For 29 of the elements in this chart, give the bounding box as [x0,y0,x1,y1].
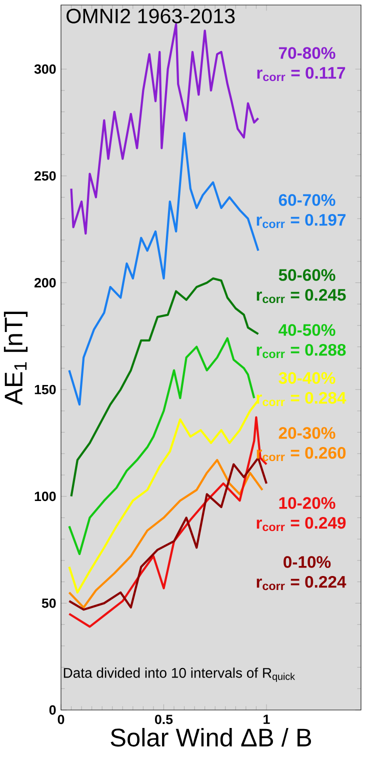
annotation: r$_{corr}$ = 0.245 [256,288,346,304]
annotation: r$_{corr}$ = 0.224 [256,576,346,590]
text: 60-70% [278,194,336,206]
y-tick-label: 0 [49,705,56,715]
x-tick-label: 0 [58,714,64,724]
y-tick-label: 150 [34,384,56,394]
text: 0-10% [284,556,331,568]
y-tick-label: 50 [42,598,56,608]
annotation: r$_{corr}$ = 0.288 [256,344,346,358]
text: 70-80% [278,47,336,59]
y-tick-label: 100 [34,492,56,502]
text: 50-60% [278,269,336,281]
text: 40-50% [278,324,336,336]
y-tick-label: 250 [34,171,56,181]
annotation: r$_{corr}$ = 0.197 [256,214,346,228]
x-tick-label: 1 [264,714,270,724]
text: 10-20% [279,497,336,509]
annotation: r$_{corr}$ = 0.117 [257,66,346,82]
line-series [68,337,256,556]
chart-title: OMNI2 1963-2013 [66,8,235,24]
annotation: Data divided into 10 intervals of R$_{quick}$ [64,668,295,682]
annotation: r$_{corr}$ = 0.249 [256,516,346,532]
x-axis-title: Solar Wind ΔB / B [110,728,312,747]
text: 20-30% [278,427,336,439]
y-tick-label: 200 [34,278,56,288]
y-axis-title: AE$_{1}$ [nT] [4,312,28,405]
y-tick-label: 300 [34,64,56,74]
series-label: 30-40% [278,372,336,384]
x-tick-label: 0.5 [154,714,173,724]
